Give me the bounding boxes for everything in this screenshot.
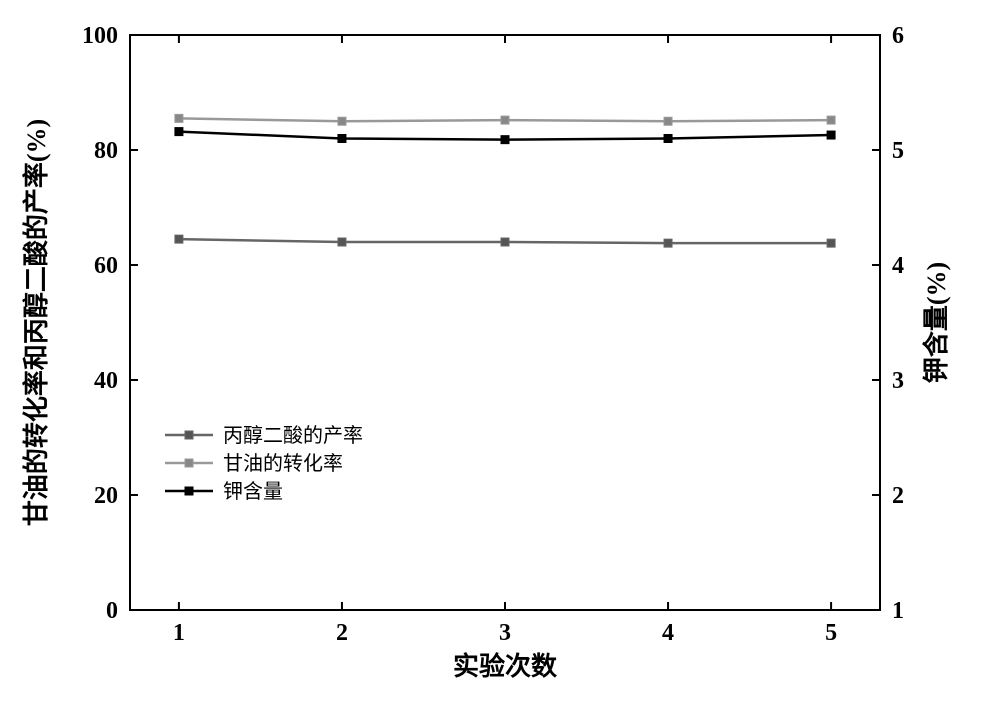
y-left-tick-label: 20 — [94, 483, 118, 509]
y-right-tick-label: 4 — [892, 253, 904, 279]
y-left-tick-label: 80 — [94, 138, 118, 164]
series-marker-钾含量 — [664, 135, 672, 143]
series-marker-钾含量 — [175, 128, 183, 136]
legend-marker — [185, 487, 193, 495]
series-marker-丙醇二酸的产率 — [827, 239, 835, 247]
y-right-tick-label: 5 — [892, 138, 904, 164]
chart-svg: 1 2 3 4 5 实验次数 0 20 40 60 80 100 甘油的转化率和丙醇二酸的产率(%) 1 2… — [0, 0, 1000, 702]
series-marker-甘油的转化率 — [501, 116, 509, 124]
y-left-axis-title: 甘油的转化率和丙醇二酸的产率(%) — [21, 119, 51, 526]
y-right-tick-label: 3 — [892, 368, 904, 394]
legend-marker — [185, 459, 193, 467]
series-marker-甘油的转化率 — [175, 114, 183, 122]
series-marker-丙醇二酸的产率 — [664, 239, 672, 247]
x-tick-label: 3 — [499, 620, 511, 646]
chart-container: 1 2 3 4 5 实验次数 0 20 40 60 80 100 甘油的转化率和丙醇二酸的产率(%) 1 2… — [0, 0, 1000, 702]
series-marker-丙醇二酸的产率 — [501, 238, 509, 246]
y-left-tick-label: 100 — [82, 23, 118, 49]
y-right-axis-title: 钾含量(%) — [921, 262, 951, 383]
series-marker-钾含量 — [501, 136, 509, 144]
x-tick-label: 5 — [825, 620, 837, 646]
series-marker-甘油的转化率 — [338, 117, 346, 125]
x-tick-label: 2 — [336, 620, 348, 646]
legend-label: 甘油的转化率 — [223, 452, 343, 475]
series-marker-钾含量 — [338, 135, 346, 143]
series-marker-甘油的转化率 — [827, 116, 835, 124]
y-right-tick-label: 6 — [892, 23, 904, 49]
x-axis-title: 实验次数 — [453, 651, 558, 681]
legend-label: 丙醇二酸的产率 — [223, 424, 363, 447]
series-marker-钾含量 — [827, 131, 835, 139]
legend-marker — [185, 431, 193, 439]
series-marker-丙醇二酸的产率 — [175, 235, 183, 243]
y-right-tick-label: 1 — [892, 598, 904, 624]
x-tick-label: 4 — [662, 620, 674, 646]
series-marker-丙醇二酸的产率 — [338, 238, 346, 246]
y-right-tick-label: 2 — [892, 483, 904, 509]
x-tick-label: 1 — [173, 620, 185, 646]
y-left-tick-label: 60 — [94, 253, 118, 279]
legend-label: 钾含量 — [223, 480, 283, 503]
series-marker-甘油的转化率 — [664, 117, 672, 125]
y-left-tick-label: 0 — [106, 598, 118, 624]
y-left-tick-label: 40 — [94, 368, 118, 394]
